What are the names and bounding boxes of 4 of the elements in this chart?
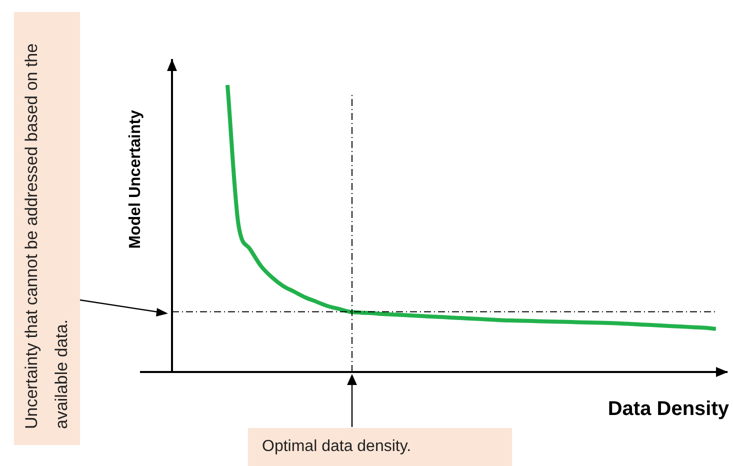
y-axis-title: Model Uncertainty [127, 110, 145, 249]
x-axis-title: Data Density [608, 398, 729, 421]
text: Optimal data density. [248, 428, 512, 466]
ref-line-label: Uncertainty that cannot be addressed based on the available data. [21, 42, 72, 428]
